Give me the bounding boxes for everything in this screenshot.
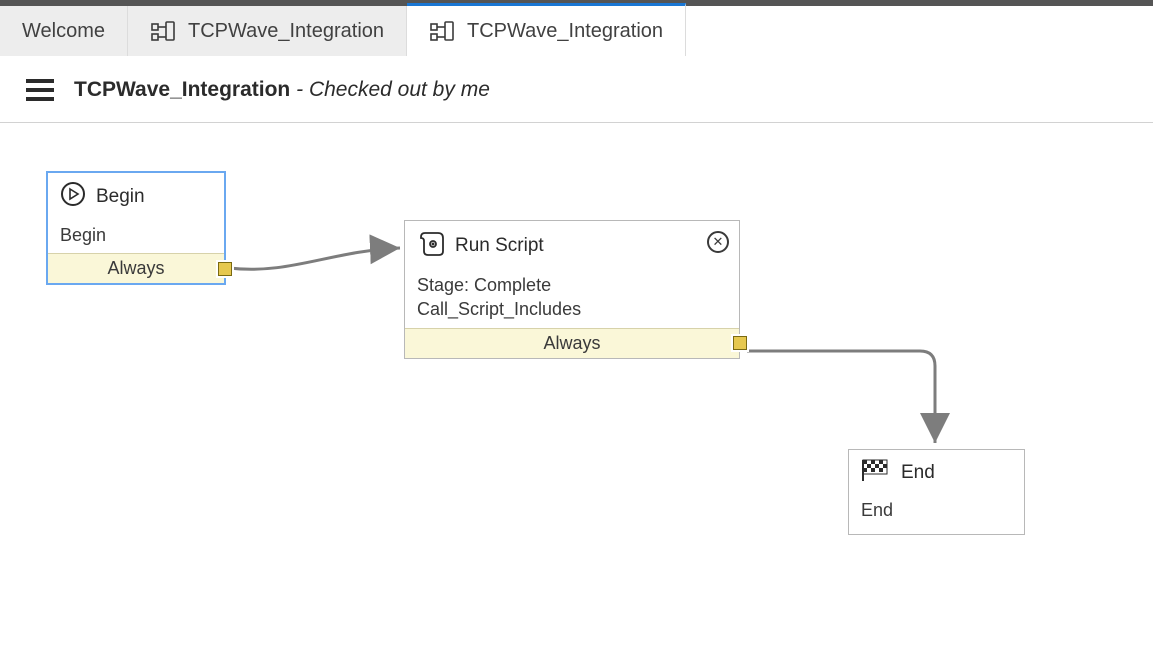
tab-label: TCPWave_Integration (467, 20, 663, 43)
footer-label: Always (107, 258, 164, 278)
node-header: Run Script ✕ (405, 221, 739, 269)
node-body: End (849, 494, 1024, 534)
node-body-line: Begin (60, 223, 212, 247)
node-header: End (849, 450, 1024, 494)
node-body-line: Stage: Complete (417, 273, 727, 297)
node-title: Run Script (455, 235, 544, 257)
workflow-name: TCPWave_Integration (74, 78, 290, 101)
node-footer-always[interactable]: Always (48, 253, 224, 283)
hamburger-menu-icon[interactable] (26, 79, 54, 101)
node-end[interactable]: End End (848, 449, 1025, 535)
checkout-status: Checked out by me (309, 78, 490, 101)
workflow-icon (429, 20, 455, 42)
node-body-line: End (861, 498, 1012, 522)
node-body-line: Call_Script_Includes (417, 297, 727, 321)
node-begin[interactable]: Begin Begin Always (46, 171, 226, 285)
output-port[interactable] (733, 336, 747, 350)
title-separator: - (290, 78, 309, 101)
node-title: End (901, 462, 935, 484)
tab-tcpwave-2[interactable]: TCPWave_Integration (407, 3, 686, 56)
finish-flag-icon (861, 458, 891, 488)
tab-tcpwave-1[interactable]: TCPWave_Integration (128, 6, 407, 56)
node-run-script[interactable]: Run Script ✕ Stage: Complete Call_Script… (404, 220, 740, 359)
tab-label: Welcome (22, 20, 105, 43)
node-footer-always[interactable]: Always (405, 328, 739, 358)
play-icon (60, 181, 86, 213)
page-title: TCPWave_Integration - Checked out by me (74, 78, 490, 102)
tab-strip: Welcome TCPWave_Integration TCPWave_Inte… (0, 0, 1153, 56)
workflow-canvas[interactable]: Begin Begin Always Run Script ✕ Stage: C… (0, 123, 1153, 623)
workflow-icon (150, 20, 176, 42)
tab-welcome[interactable]: Welcome (0, 6, 128, 56)
node-title: Begin (96, 186, 145, 208)
close-icon[interactable]: ✕ (707, 231, 729, 253)
output-port[interactable] (218, 262, 232, 276)
node-header: Begin (48, 173, 224, 219)
tab-label: TCPWave_Integration (188, 20, 384, 43)
node-body: Begin (48, 219, 224, 253)
script-icon (417, 229, 445, 263)
title-bar: TCPWave_Integration - Checked out by me (0, 56, 1153, 123)
footer-label: Always (543, 333, 600, 353)
node-body: Stage: Complete Call_Script_Includes (405, 269, 739, 328)
